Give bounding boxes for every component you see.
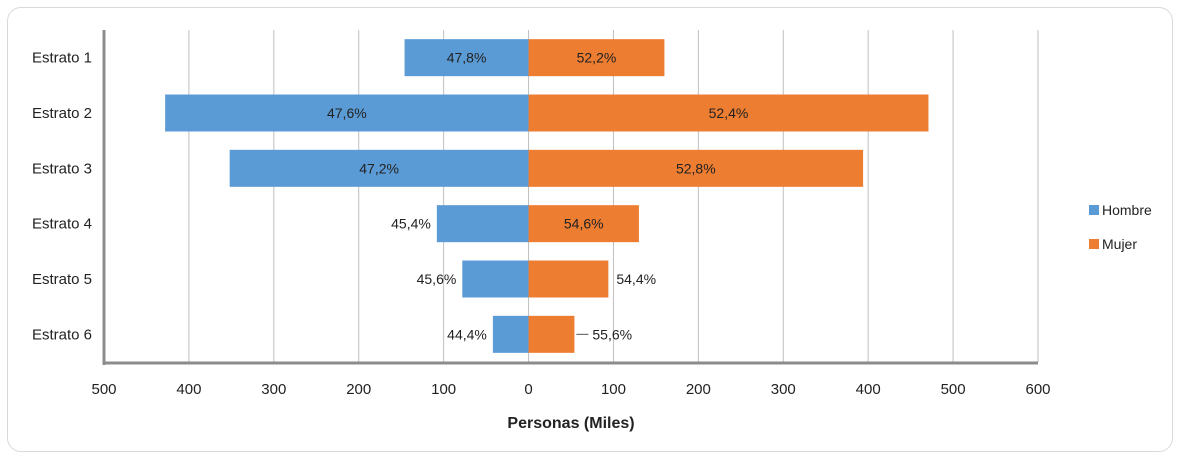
axes [102, 30, 1038, 365]
legend-label: Hombre [1102, 202, 1152, 218]
gridlines [188, 30, 1039, 362]
bar-label-mujer: 52,2% [577, 50, 617, 66]
bar-mujer [528, 205, 639, 243]
category-labels: Estrato 1 Estrato 2 Estrato 3 Estrato 4 Estr… [32, 50, 92, 344]
bar-label-hombre: 44,4% [447, 326, 487, 342]
bar-mujer [528, 260, 609, 298]
x-tick-labels: 500 400 300 200 100 0 100 200 300 400 500 600 [91, 381, 1050, 398]
bar-labels: 47,8% 52,2% 47,6% 52,4% 47,2% 52,8% 45,4% 54,6%… [327, 50, 748, 343]
bar-label-mujer: 55,6% [592, 326, 632, 342]
category-label: Estrato 2 [32, 105, 92, 122]
bar-label-hombre: 45,4% [391, 216, 431, 232]
x-tick-label: 100 [601, 381, 626, 398]
bar-mujer [528, 94, 929, 132]
category-label: Estrato 4 [32, 216, 92, 233]
category-label: Estrato 1 [32, 50, 92, 67]
bar-mujer [528, 315, 575, 353]
x-tick-label: 0 [524, 381, 532, 398]
legend-label: Mujer [1102, 236, 1137, 252]
bar-label-hombre: 47,2% [359, 160, 399, 176]
x-tick-label: 400 [176, 381, 201, 398]
x-tick-label: 500 [91, 381, 116, 398]
bar-label-mujer: 52,4% [709, 105, 749, 121]
bar-label-hombre: 45,6% [417, 271, 457, 287]
category-label: Estrato 6 [32, 326, 92, 343]
bar-hombre [229, 149, 529, 187]
bars [165, 39, 929, 353]
bar-mujer [528, 39, 665, 77]
bar-label-hombre: 47,6% [327, 105, 367, 121]
bar-hombre [492, 315, 529, 353]
x-axis-label: Personas (Miles) [507, 415, 634, 432]
x-tick-label: 400 [856, 381, 881, 398]
bar-label-mujer: 52,8% [676, 160, 716, 176]
bar-hombre [165, 94, 529, 132]
x-tick-label: 100 [431, 381, 456, 398]
bar-label-mujer: 54,4% [616, 271, 656, 287]
x-tick-label: 200 [686, 381, 711, 398]
category-label: Estrato 3 [32, 160, 92, 177]
bar-label-hombre: 47,8% [447, 50, 487, 66]
category-label: Estrato 5 [32, 271, 92, 288]
legend: Hombre Mujer [1089, 202, 1152, 252]
x-tick-label: 300 [261, 381, 286, 398]
bar-hombre [462, 260, 529, 298]
bar-hombre [404, 39, 529, 77]
bar-hombre [436, 205, 529, 243]
x-tick-label: 300 [771, 381, 796, 398]
x-tick-label: 600 [1025, 381, 1050, 398]
x-tick-label: 500 [941, 381, 966, 398]
x-tick-label: 200 [346, 381, 371, 398]
bar-mujer [528, 149, 864, 187]
legend-swatch [1089, 205, 1099, 215]
bar-label-mujer: 54,6% [564, 216, 604, 232]
legend-swatch [1089, 239, 1099, 249]
